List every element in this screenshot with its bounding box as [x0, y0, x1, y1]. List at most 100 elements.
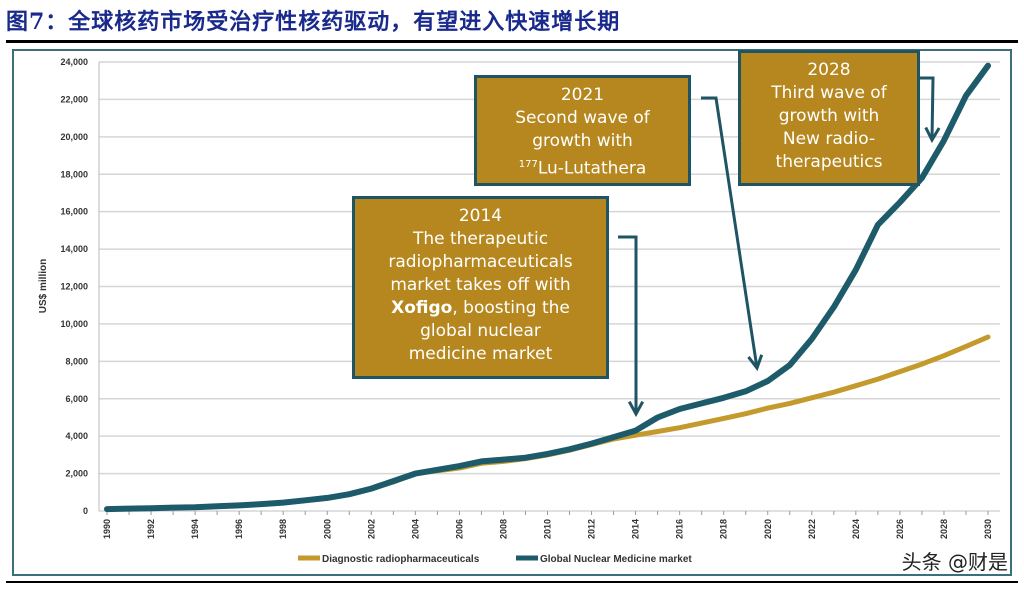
y-tick-label: 24,000 — [60, 57, 88, 67]
arrow-2028 — [920, 76, 935, 141]
data-point — [987, 336, 989, 338]
data-point — [811, 338, 813, 340]
data-point — [569, 448, 571, 450]
x-tick-label: 2014 — [631, 519, 641, 539]
data-point — [899, 371, 901, 373]
annotation-text: Lu-Lutathera — [537, 158, 647, 179]
data-point — [745, 390, 747, 392]
x-tick-label: 2012 — [587, 519, 597, 539]
data-point — [547, 453, 548, 455]
data-point — [172, 507, 174, 509]
data-point — [657, 416, 659, 418]
data-point — [921, 177, 923, 179]
x-tick-label: 2004 — [410, 519, 420, 539]
x-tick-label: 1994 — [190, 519, 200, 539]
arrow-2021-head — [747, 354, 764, 372]
data-point — [502, 459, 504, 461]
data-point — [458, 465, 460, 467]
annotation-year: 2028 — [807, 60, 851, 80]
y-tick-label: 16,000 — [60, 207, 88, 217]
y-tick-label: 4,000 — [65, 431, 88, 441]
data-point — [701, 402, 703, 404]
x-tick-label: 2008 — [498, 519, 508, 539]
annotation-line: New radio- — [782, 129, 876, 149]
data-point — [767, 380, 769, 382]
data-point — [326, 497, 328, 499]
data-point — [855, 385, 857, 387]
annotation-line: therapeutics — [775, 152, 883, 172]
data-point — [216, 505, 218, 507]
data-point — [635, 434, 637, 436]
data-point — [194, 506, 196, 508]
data-point — [282, 502, 284, 504]
data-point — [965, 95, 967, 97]
y-tick-label: 10,000 — [60, 319, 88, 329]
annotation-sup: 177 — [518, 159, 538, 170]
y-tick-label: 6,000 — [65, 394, 88, 404]
data-point — [723, 417, 725, 419]
y-tick-label: 2,000 — [65, 469, 88, 479]
data-point — [150, 507, 152, 509]
annotation-year: 2021 — [560, 85, 605, 105]
data-point — [591, 443, 593, 445]
x-tick-label: 1990 — [102, 519, 112, 539]
annotation-year: 2014 — [458, 206, 503, 226]
data-point — [943, 140, 945, 142]
data-point — [635, 430, 637, 432]
annotation-line: growth with — [532, 131, 633, 151]
data-point — [921, 363, 923, 365]
annotation-line: growth with — [778, 106, 880, 126]
y-tick-label: 14,000 — [60, 244, 88, 254]
x-tick-label: 2016 — [675, 519, 685, 539]
x-tick-label: 2028 — [939, 519, 949, 539]
annotation-line: The therapeutic — [412, 229, 549, 249]
data-point — [128, 508, 130, 510]
data-point — [855, 269, 857, 271]
arrow-2014-head — [627, 400, 645, 418]
x-tick-label: 2018 — [719, 519, 729, 539]
x-tick-label: 2010 — [543, 519, 553, 539]
data-point — [789, 402, 791, 404]
data-point — [987, 65, 989, 67]
annotation-2014: 2014 The therapeutic radiopharmaceutical… — [352, 196, 609, 379]
annotation-line: market takes off with — [390, 275, 571, 295]
data-point — [679, 427, 681, 429]
x-tick-label: 2002 — [366, 519, 376, 539]
data-point — [877, 224, 879, 226]
title-rule — [6, 40, 1018, 43]
annotation-text: , boosting the — [452, 298, 570, 318]
data-point — [723, 397, 725, 399]
x-tick-label: 2030 — [983, 519, 993, 539]
data-point — [833, 306, 835, 308]
data-point — [106, 508, 108, 510]
legend-label: Global Nuclear Medicine market — [540, 554, 692, 565]
data-point — [789, 364, 791, 366]
annotation-line: Third wave of — [771, 83, 887, 103]
data-point — [348, 493, 350, 495]
data-point — [392, 480, 394, 482]
chart-frame — [12, 49, 1012, 576]
watermark: 头条 @财是 — [901, 550, 1008, 574]
figure-title: 图7：全球核药市场受治疗性核药驱动，有望进入快速增长期 — [6, 9, 621, 35]
data-point — [679, 408, 681, 410]
x-tick-label: 1998 — [278, 519, 288, 539]
bottom-rule — [6, 581, 1018, 583]
annotation-line: global nuclear — [420, 321, 541, 341]
annotation-line: radiopharmaceuticals — [388, 252, 573, 272]
annotation-line: Second wave of — [515, 108, 650, 128]
y-tick-label: 12,000 — [60, 282, 88, 292]
x-tick-label: 1996 — [234, 519, 244, 539]
x-tick-label: 2024 — [851, 519, 861, 539]
annotation-bold: Xofigo — [391, 298, 453, 318]
x-tick-label: 2026 — [895, 519, 905, 539]
y-axis-label: US$ million — [38, 259, 49, 313]
annotation-2028: 2028 Third wave of growth with New radio… — [738, 50, 920, 186]
data-point — [877, 378, 879, 380]
data-point — [767, 407, 769, 409]
data-point — [370, 488, 372, 490]
annotation-2021: 2021 Second wave of growth with 177Lu-Lu… — [474, 75, 691, 186]
data-point — [899, 201, 901, 203]
data-point — [943, 355, 945, 357]
data-point — [613, 436, 615, 438]
data-point — [436, 469, 438, 471]
